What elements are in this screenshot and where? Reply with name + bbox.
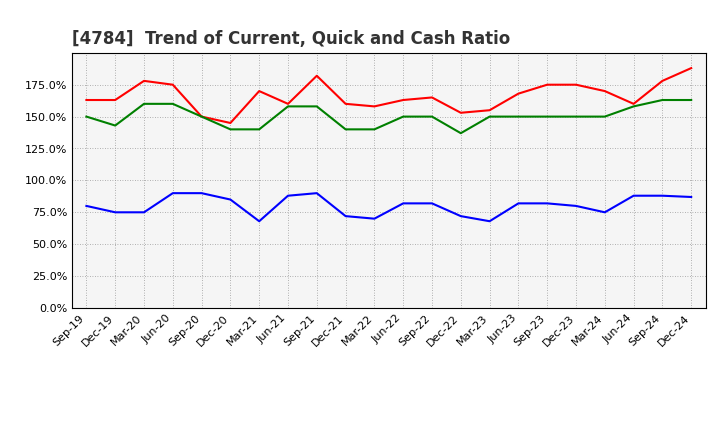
Quick Ratio: [370, 127, 379, 132]
Cash Ratio: [312, 191, 321, 196]
Current Ratio: [428, 95, 436, 100]
Cash Ratio: [197, 191, 206, 196]
Current Ratio: [543, 82, 552, 87]
Cash Ratio: [687, 194, 696, 200]
Cash Ratio: [82, 203, 91, 209]
Current Ratio: [255, 88, 264, 94]
Current Ratio: [456, 110, 465, 115]
Current Ratio: [600, 88, 609, 94]
Line: Quick Ratio: Quick Ratio: [86, 100, 691, 133]
Current Ratio: [658, 78, 667, 84]
Line: Cash Ratio: Cash Ratio: [86, 193, 691, 221]
Quick Ratio: [399, 114, 408, 119]
Quick Ratio: [600, 114, 609, 119]
Quick Ratio: [485, 114, 494, 119]
Quick Ratio: [168, 101, 177, 106]
Cash Ratio: [226, 197, 235, 202]
Line: Current Ratio: Current Ratio: [86, 68, 691, 123]
Quick Ratio: [82, 114, 91, 119]
Cash Ratio: [341, 213, 350, 219]
Quick Ratio: [687, 97, 696, 103]
Cash Ratio: [428, 201, 436, 206]
Quick Ratio: [312, 104, 321, 109]
Quick Ratio: [284, 104, 292, 109]
Current Ratio: [197, 114, 206, 119]
Quick Ratio: [572, 114, 580, 119]
Quick Ratio: [111, 123, 120, 128]
Quick Ratio: [197, 114, 206, 119]
Quick Ratio: [629, 104, 638, 109]
Quick Ratio: [255, 127, 264, 132]
Quick Ratio: [428, 114, 436, 119]
Cash Ratio: [543, 201, 552, 206]
Current Ratio: [687, 66, 696, 71]
Current Ratio: [572, 82, 580, 87]
Quick Ratio: [658, 97, 667, 103]
Current Ratio: [82, 97, 91, 103]
Current Ratio: [284, 101, 292, 106]
Cash Ratio: [140, 210, 148, 215]
Current Ratio: [226, 120, 235, 126]
Cash Ratio: [629, 193, 638, 198]
Cash Ratio: [255, 219, 264, 224]
Quick Ratio: [456, 131, 465, 136]
Current Ratio: [168, 82, 177, 87]
Cash Ratio: [284, 193, 292, 198]
Quick Ratio: [543, 114, 552, 119]
Cash Ratio: [600, 210, 609, 215]
Cash Ratio: [399, 201, 408, 206]
Cash Ratio: [514, 201, 523, 206]
Current Ratio: [140, 78, 148, 84]
Current Ratio: [312, 73, 321, 78]
Quick Ratio: [140, 101, 148, 106]
Cash Ratio: [168, 191, 177, 196]
Quick Ratio: [226, 127, 235, 132]
Cash Ratio: [370, 216, 379, 221]
Quick Ratio: [514, 114, 523, 119]
Current Ratio: [514, 91, 523, 96]
Current Ratio: [370, 104, 379, 109]
Current Ratio: [341, 101, 350, 106]
Cash Ratio: [111, 210, 120, 215]
Cash Ratio: [485, 219, 494, 224]
Cash Ratio: [572, 203, 580, 209]
Current Ratio: [399, 97, 408, 103]
Current Ratio: [629, 101, 638, 106]
Current Ratio: [111, 97, 120, 103]
Text: [4784]  Trend of Current, Quick and Cash Ratio: [4784] Trend of Current, Quick and Cash …: [72, 30, 510, 48]
Current Ratio: [485, 107, 494, 113]
Cash Ratio: [456, 213, 465, 219]
Quick Ratio: [341, 127, 350, 132]
Cash Ratio: [658, 193, 667, 198]
